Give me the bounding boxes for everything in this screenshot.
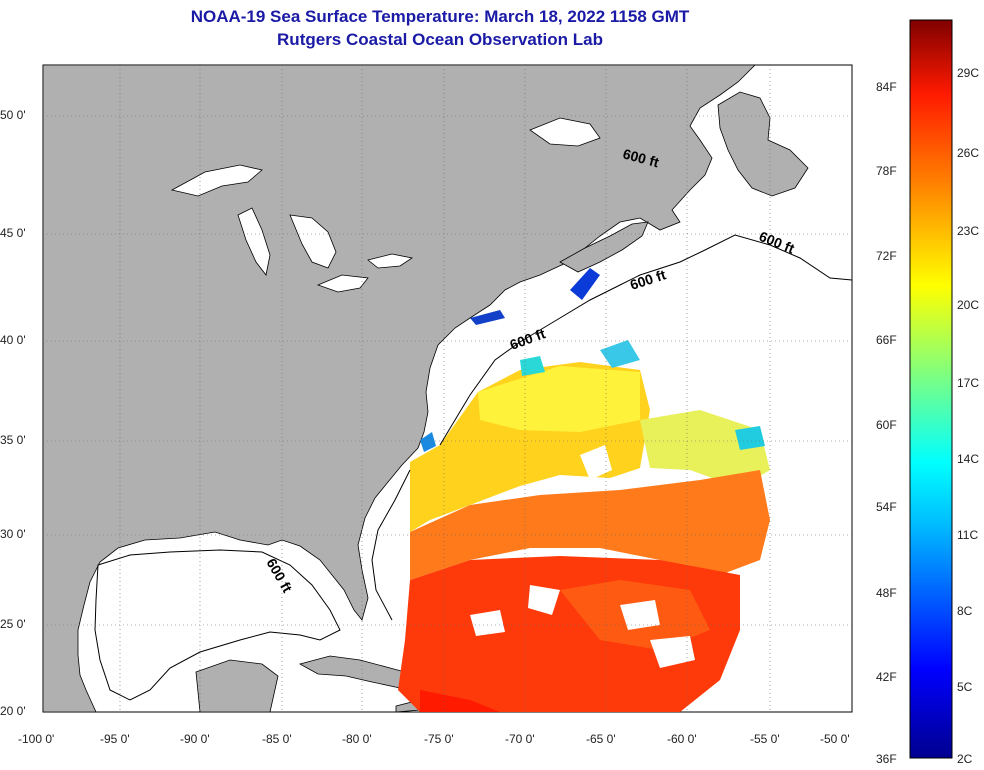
lon-tick-label: -90 0' xyxy=(180,732,210,746)
colorbar-c-label: 29C xyxy=(957,66,980,80)
lon-tick-label: -95 0' xyxy=(100,732,130,746)
lat-tick-label: 20 0' xyxy=(0,704,26,718)
colorbar-f-label: 36F xyxy=(876,752,897,766)
colorbar-f-label: 60F xyxy=(876,418,897,432)
colorbar-c-label: 17C xyxy=(957,376,980,390)
colorbar-c-label: 23C xyxy=(957,224,980,238)
colorbar-c-label: 20C xyxy=(957,298,980,312)
lat-tick-label: 45 0' xyxy=(0,226,26,240)
colorbar-c-label: 5C xyxy=(957,680,973,694)
colorbar xyxy=(909,19,953,759)
land-nova-scotia xyxy=(559,221,649,273)
graticule xyxy=(43,65,852,712)
land-north-america xyxy=(43,65,756,712)
colorbar-f-label: 54F xyxy=(876,500,897,514)
lat-tick-label: 25 0' xyxy=(0,617,26,631)
great-lakes xyxy=(170,117,601,293)
lon-tick-label: -80 0' xyxy=(342,732,372,746)
sst-swath xyxy=(398,268,770,712)
isobath-600ft xyxy=(94,234,852,701)
lon-tick-label: -55 0' xyxy=(750,732,780,746)
lon-tick-label: -65 0' xyxy=(586,732,616,746)
colorbar-f-label: 42F xyxy=(876,670,897,684)
colorbar-c-label: 14C xyxy=(957,452,980,466)
map-title: NOAA-19 Sea Surface Temperature: March 1… xyxy=(190,7,690,26)
lat-tick-label: 30 0' xyxy=(0,527,26,541)
lon-tick-label: -50 0' xyxy=(820,732,850,746)
lat-tick-label: 50 0' xyxy=(0,108,26,122)
land-newfoundland xyxy=(717,91,809,197)
colorbar-f-label: 72F xyxy=(876,249,897,263)
lat-tick-label: 35 0' xyxy=(0,433,26,447)
lat-tick-label: 40 0' xyxy=(0,333,26,347)
colorbar-c-label: 2C xyxy=(957,752,973,766)
colorbar-f-label: 48F xyxy=(876,586,897,600)
colorbar-c-label: 11C xyxy=(957,528,979,542)
lon-tick-label: -70 0' xyxy=(505,732,535,746)
lon-tick-label: -85 0' xyxy=(262,732,292,746)
lon-tick-label: -75 0' xyxy=(424,732,454,746)
lon-tick-label: -60 0' xyxy=(667,732,697,746)
map-subtitle: Rutgers Coastal Ocean Observation Lab xyxy=(277,30,603,49)
lon-tick-label: -100 0' xyxy=(18,732,55,746)
colorbar-c-label: 26C xyxy=(957,146,980,160)
land-yucatan xyxy=(195,659,279,712)
colorbar-c-label: 8C xyxy=(957,604,973,618)
colorbar-f-label: 78F xyxy=(876,164,897,178)
colorbar-f-label: 66F xyxy=(876,333,897,347)
colorbar-f-label: 84F xyxy=(876,80,897,94)
